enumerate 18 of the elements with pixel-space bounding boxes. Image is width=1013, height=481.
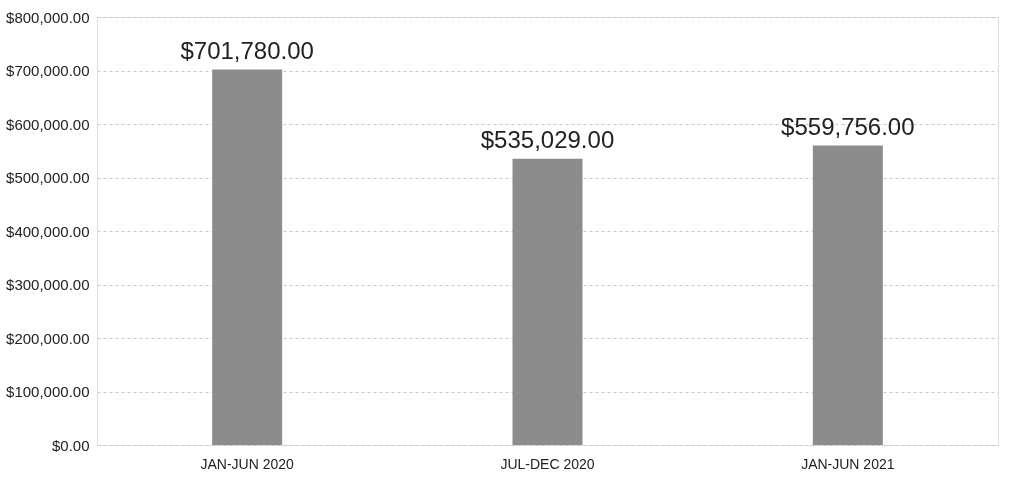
y-tick-label: $300,000.00 — [6, 276, 90, 293]
y-tick-label: $200,000.00 — [6, 329, 90, 347]
bar — [812, 145, 883, 445]
x-tick-label: JAN-JUN 2020 — [200, 455, 295, 472]
y-tick-label: $400,000.00 — [6, 222, 90, 240]
data-label: $559,756.00 — [781, 112, 915, 140]
y-tick-label: $700,000.00 — [6, 62, 90, 79]
bar — [212, 69, 283, 445]
y-tick-label: $500,000.00 — [6, 169, 90, 186]
data-label: $701,780.00 — [180, 36, 314, 64]
y-tick-label: $100,000.00 — [6, 383, 90, 400]
bar — [512, 158, 583, 445]
y-tick-label: $800,000.00 — [6, 8, 90, 26]
x-tick-label: JAN-JUN 2021 — [801, 455, 895, 472]
y-tick-label: $600,000.00 — [6, 115, 90, 133]
y-tick-label: $0.00 — [51, 436, 90, 454]
data-label: $535,029.00 — [480, 125, 615, 153]
x-tick-label: JUL-DEC 2020 — [500, 455, 595, 472]
